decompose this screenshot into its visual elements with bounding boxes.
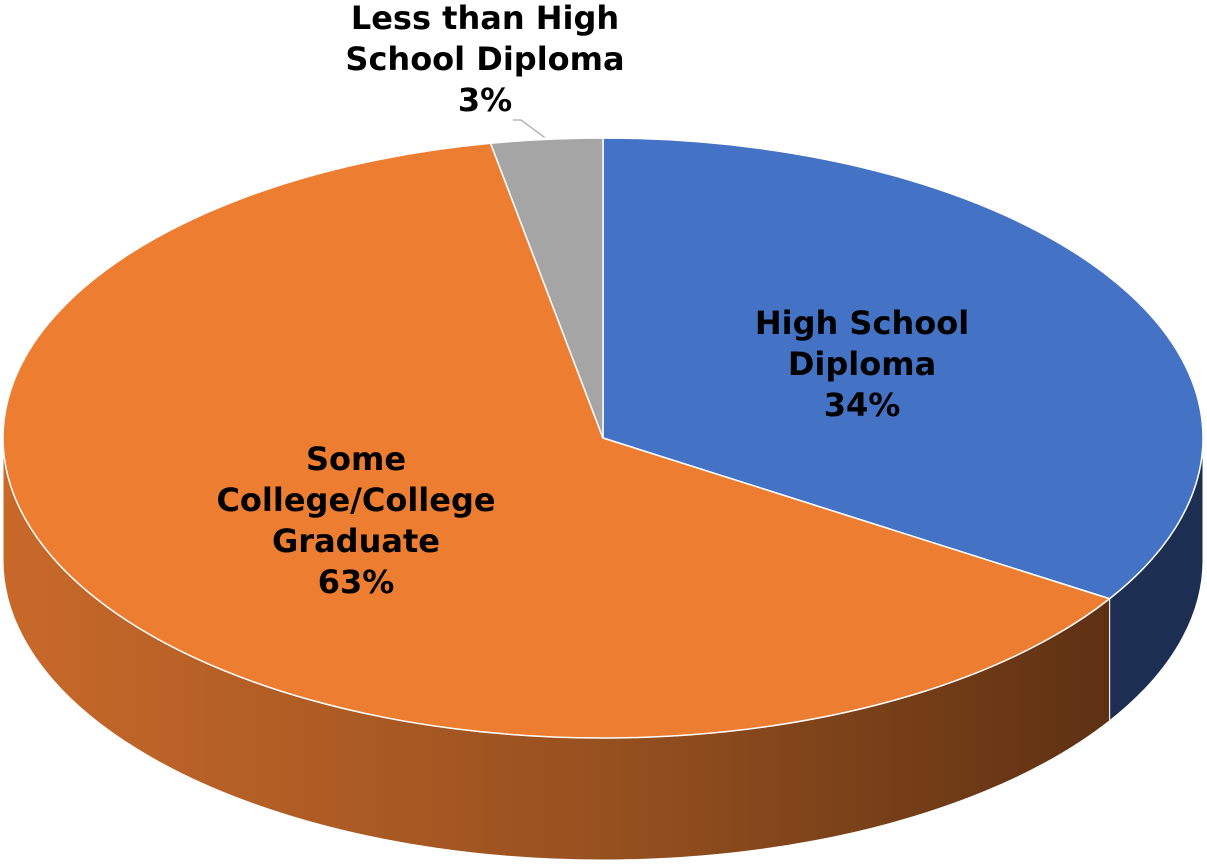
data-label-percent: 34%: [824, 386, 901, 424]
data-label-line: Diploma: [788, 345, 936, 383]
data-label-line: High School: [755, 304, 969, 342]
pie-slice-some-college-college-graduate: [2, 142, 1111, 739]
data-label-line: School Diploma: [345, 40, 624, 78]
pie-slice-high-school-diploma: [602, 137, 1204, 600]
data-label-line: Less than High: [351, 0, 619, 37]
leader-line: [513, 119, 545, 138]
data-label-percent: 3%: [458, 81, 512, 119]
data-label-percent: 63%: [318, 563, 395, 601]
data-label-line: Graduate: [272, 522, 440, 560]
pie-slice-less-than-high-school-diploma: [489, 137, 604, 439]
data-label-line: College/College: [216, 481, 495, 519]
data-label-line: Some: [306, 440, 406, 478]
